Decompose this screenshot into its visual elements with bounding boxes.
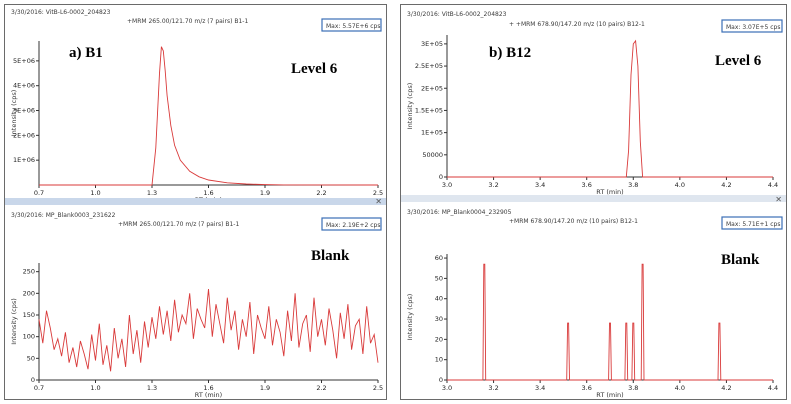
x-tick-label: 2.2 bbox=[316, 384, 326, 392]
separator-bar bbox=[401, 195, 786, 202]
x-tick-label: 1.0 bbox=[90, 384, 100, 392]
y-tick-label: 40 bbox=[435, 295, 443, 303]
x-tick-label: 3.2 bbox=[488, 384, 498, 392]
max-label: Max: 2.19E+2 cps bbox=[326, 222, 380, 229]
header-mid: + +MRM 678.90/147.20 m/z (10 pairs) B12-… bbox=[509, 21, 645, 28]
x-tick-label: 1.9 bbox=[260, 384, 270, 392]
y-axis-label: Intensity (cps) bbox=[406, 294, 414, 341]
max-box bbox=[321, 217, 382, 231]
header-left: 3/30/2016: MP_Blank0004_232905 bbox=[407, 209, 512, 216]
x-tick-label: 1.9 bbox=[260, 189, 270, 197]
x-axis-label: RT (min) bbox=[596, 188, 623, 196]
y-tick-label: 2E+05 bbox=[421, 84, 443, 92]
max-box bbox=[721, 19, 783, 33]
x-axis-label: RT (min) bbox=[195, 391, 222, 399]
x-tick-label: 1.6 bbox=[203, 189, 213, 197]
x-tick-label: 3.8 bbox=[628, 384, 638, 392]
x-tick-label: 3.6 bbox=[582, 384, 592, 392]
y-tick-label: 4E+06 bbox=[13, 82, 35, 90]
chart-b12-level6: 3/30/2016: VitB-L6-0002_204823 + +MRM 67… bbox=[406, 11, 783, 196]
header-left: 3/30/2016: MP_Blank0003_231622 bbox=[11, 212, 116, 219]
panel-b1: 3/30/2016: VitB-L6-0002_204823 +MRM 265.… bbox=[4, 4, 387, 400]
level-label: Level 6 bbox=[291, 61, 338, 77]
x-tick-label: 4.0 bbox=[675, 181, 685, 189]
y-tick-label: 10 bbox=[435, 356, 443, 364]
y-tick-label: 0 bbox=[439, 173, 443, 181]
header-left: 3/30/2016: VitB-L6-0002_204823 bbox=[11, 9, 111, 16]
y-axis-label: Intensity (cps) bbox=[406, 83, 414, 130]
x-tick-label: 3.0 bbox=[442, 181, 452, 189]
max-label: Max: 3.07E+5 cps bbox=[726, 24, 780, 31]
y-tick-label: 30 bbox=[435, 315, 443, 323]
y-tick-label: 5E+06 bbox=[13, 57, 35, 65]
separator-bar bbox=[5, 198, 386, 205]
x-tick-label: 4.4 bbox=[768, 384, 778, 392]
y-tick-label: 50 bbox=[27, 354, 35, 362]
y-axis-label: Intensity (cps) bbox=[10, 298, 18, 345]
y-tick-label: 150 bbox=[23, 311, 35, 319]
header-mid: +MRM 265.00/121.70 m/z (7 pairs) B1-1 bbox=[118, 221, 239, 228]
close-icon[interactable]: ✕ bbox=[375, 197, 382, 206]
level-label: Blank bbox=[721, 252, 760, 268]
y-tick-label: 250 bbox=[23, 268, 35, 276]
x-axis-label: RT (min) bbox=[596, 391, 623, 398]
y-tick-label: 1E+05 bbox=[421, 129, 443, 137]
x-tick-label: 3.8 bbox=[628, 181, 638, 189]
series-trace bbox=[447, 39, 773, 178]
y-tick-label: 3E+05 bbox=[421, 40, 443, 48]
x-tick-label: 4.2 bbox=[721, 181, 731, 189]
level-label: Blank bbox=[311, 248, 350, 264]
panel-label: b) B12 bbox=[489, 45, 531, 61]
y-tick-label: 0 bbox=[31, 376, 35, 384]
x-tick-label: 4.4 bbox=[768, 181, 778, 189]
max-label: Max: 5.57E+6 cps bbox=[326, 23, 380, 30]
x-tick-label: 1.0 bbox=[90, 189, 100, 197]
y-tick-label: 1.5E+05 bbox=[415, 106, 443, 114]
x-tick-label: 2.5 bbox=[373, 384, 383, 392]
y-tick-label: 2.5E+05 bbox=[415, 62, 443, 70]
panel-label: a) B1 bbox=[69, 45, 103, 61]
y-tick-label: 20 bbox=[435, 335, 443, 343]
y-tick-label: 50000 bbox=[422, 151, 443, 159]
x-tick-label: 2.5 bbox=[373, 189, 383, 197]
header-mid: +MRM 265.00/121.70 m/z (7 pairs) B1-1 bbox=[127, 18, 248, 25]
x-tick-label: 3.2 bbox=[488, 181, 498, 189]
chart-b1-blank: 3/30/2016: MP_Blank0003_231622 +MRM 265.… bbox=[10, 212, 383, 399]
y-tick-label: 100 bbox=[23, 333, 35, 341]
x-tick-label: 3.6 bbox=[582, 181, 592, 189]
x-tick-label: 0.7 bbox=[34, 384, 44, 392]
x-tick-label: 2.2 bbox=[316, 189, 326, 197]
max-label: Max: 5.71E+1 cps bbox=[726, 221, 780, 228]
max-box bbox=[721, 216, 783, 230]
x-tick-label: 3.4 bbox=[535, 181, 545, 189]
panel-b12: 3/30/2016: VitB-L6-0002_204823 + +MRM 67… bbox=[400, 4, 787, 400]
y-tick-label: 0 bbox=[439, 376, 443, 384]
y-tick-label: 200 bbox=[23, 289, 35, 297]
series-trace bbox=[39, 46, 379, 186]
x-tick-label: 3.0 bbox=[442, 384, 452, 392]
x-tick-label: 1.3 bbox=[147, 189, 157, 197]
header-left: 3/30/2016: VitB-L6-0002_204823 bbox=[407, 11, 507, 18]
header-mid: +MRM 678.90/147.20 m/z (10 pairs) B12-1 bbox=[509, 218, 638, 225]
x-tick-label: 1.3 bbox=[147, 384, 157, 392]
level-label: Level 6 bbox=[715, 53, 762, 69]
max-box bbox=[321, 18, 382, 32]
chart-b12-blank: 3/30/2016: MP_Blank0004_232905 +MRM 678.… bbox=[406, 209, 783, 398]
series-trace bbox=[447, 263, 773, 381]
x-tick-label: 3.4 bbox=[535, 384, 545, 392]
x-tick-label: 1.6 bbox=[203, 384, 213, 392]
x-tick-label: 4.2 bbox=[721, 384, 731, 392]
series-trace bbox=[38, 288, 379, 372]
y-tick-label: 50 bbox=[435, 274, 443, 282]
x-tick-label: 4.0 bbox=[675, 384, 685, 392]
y-tick-label: 2E+06 bbox=[13, 131, 35, 139]
close-icon[interactable]: ✕ bbox=[775, 195, 782, 204]
y-tick-label: 1E+06 bbox=[13, 156, 35, 164]
x-tick-label: 0.7 bbox=[34, 189, 44, 197]
y-tick-label: 60 bbox=[435, 254, 443, 262]
y-tick-label: 3E+06 bbox=[13, 107, 35, 115]
y-axis-label: Intensity (cps) bbox=[10, 90, 18, 137]
chart-b1-level6: 3/30/2016: VitB-L6-0002_204823 +MRM 265.… bbox=[10, 9, 383, 201]
